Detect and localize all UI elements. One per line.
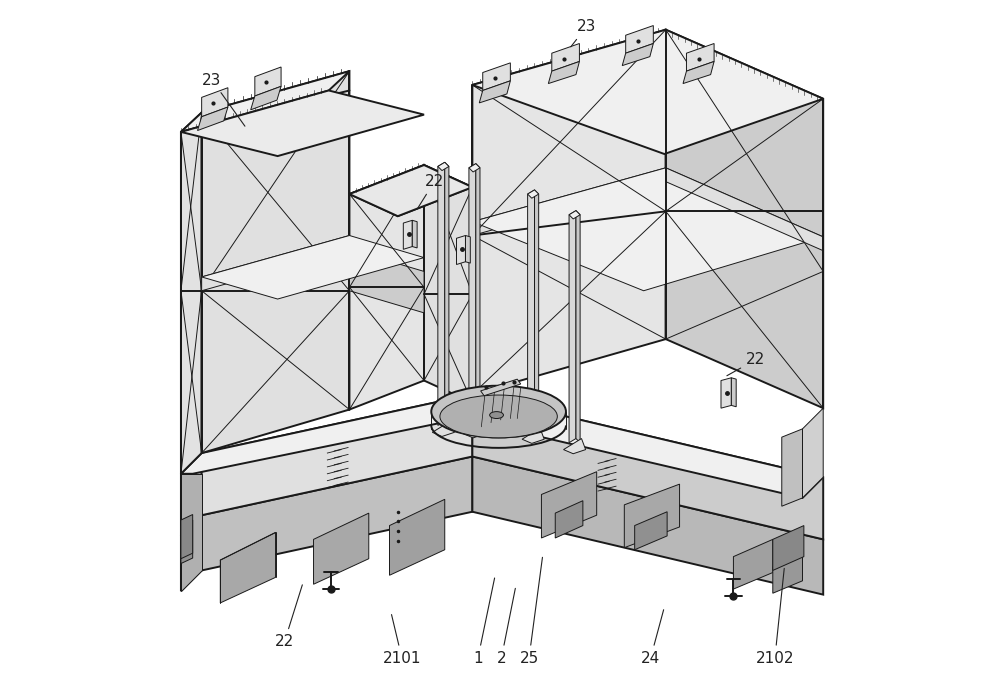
Polygon shape <box>552 44 579 71</box>
Polygon shape <box>773 525 804 570</box>
Polygon shape <box>255 67 281 96</box>
Polygon shape <box>721 378 731 408</box>
Polygon shape <box>528 190 535 432</box>
Polygon shape <box>469 164 476 427</box>
Polygon shape <box>569 210 576 443</box>
Polygon shape <box>564 439 586 454</box>
Polygon shape <box>472 30 666 394</box>
Text: 23: 23 <box>202 73 245 126</box>
Polygon shape <box>181 515 193 558</box>
Text: 2101: 2101 <box>383 614 421 666</box>
Text: 22: 22 <box>727 352 765 376</box>
Polygon shape <box>349 249 424 313</box>
Text: 24: 24 <box>641 610 664 666</box>
Polygon shape <box>666 30 823 408</box>
Ellipse shape <box>440 395 557 438</box>
Polygon shape <box>624 484 680 547</box>
Polygon shape <box>622 44 653 66</box>
Polygon shape <box>476 164 480 427</box>
Polygon shape <box>569 210 580 219</box>
Polygon shape <box>463 423 485 438</box>
Polygon shape <box>472 457 823 594</box>
Polygon shape <box>181 71 349 132</box>
Polygon shape <box>483 63 510 91</box>
Polygon shape <box>472 394 823 539</box>
Polygon shape <box>432 421 454 437</box>
Polygon shape <box>202 394 472 516</box>
Polygon shape <box>349 165 472 216</box>
Polygon shape <box>548 62 579 84</box>
Polygon shape <box>181 394 823 498</box>
Polygon shape <box>424 165 472 403</box>
Polygon shape <box>541 472 597 538</box>
Polygon shape <box>438 163 449 171</box>
Polygon shape <box>202 235 424 299</box>
Polygon shape <box>576 210 580 443</box>
Polygon shape <box>773 554 802 593</box>
Polygon shape <box>481 379 521 396</box>
Polygon shape <box>349 165 472 216</box>
Polygon shape <box>181 113 202 474</box>
Polygon shape <box>412 220 417 248</box>
Polygon shape <box>181 453 202 536</box>
Polygon shape <box>528 190 539 198</box>
Polygon shape <box>251 86 281 110</box>
Text: 22: 22 <box>417 174 444 209</box>
Polygon shape <box>555 501 583 538</box>
Polygon shape <box>635 512 667 549</box>
Polygon shape <box>202 235 349 291</box>
Text: 2102: 2102 <box>756 568 794 666</box>
Polygon shape <box>535 190 539 432</box>
Polygon shape <box>802 408 823 498</box>
Polygon shape <box>472 168 666 235</box>
Polygon shape <box>202 71 349 453</box>
Polygon shape <box>626 26 653 53</box>
Polygon shape <box>349 165 424 410</box>
Polygon shape <box>686 44 714 71</box>
Text: 2: 2 <box>497 588 515 666</box>
Polygon shape <box>731 378 736 407</box>
Polygon shape <box>314 513 369 584</box>
Polygon shape <box>220 532 276 603</box>
Text: 22: 22 <box>275 585 302 649</box>
Polygon shape <box>479 81 510 103</box>
Ellipse shape <box>490 412 503 419</box>
Polygon shape <box>181 520 193 563</box>
Polygon shape <box>456 235 465 264</box>
Polygon shape <box>472 168 823 291</box>
Text: 25: 25 <box>519 557 542 666</box>
Polygon shape <box>445 163 449 426</box>
Polygon shape <box>181 516 202 591</box>
Text: 23: 23 <box>571 19 596 47</box>
Polygon shape <box>522 428 544 444</box>
Polygon shape <box>198 107 228 131</box>
Polygon shape <box>683 62 714 84</box>
Polygon shape <box>202 88 228 117</box>
Polygon shape <box>403 220 412 249</box>
Polygon shape <box>438 163 445 426</box>
Polygon shape <box>390 500 445 575</box>
Text: 1: 1 <box>473 578 495 666</box>
Polygon shape <box>202 457 472 570</box>
Polygon shape <box>465 235 470 263</box>
Polygon shape <box>733 539 773 589</box>
Polygon shape <box>469 164 480 172</box>
Polygon shape <box>181 474 202 591</box>
Polygon shape <box>472 30 823 154</box>
Polygon shape <box>181 91 424 156</box>
Polygon shape <box>666 168 823 251</box>
Ellipse shape <box>431 385 566 437</box>
Polygon shape <box>782 429 802 507</box>
